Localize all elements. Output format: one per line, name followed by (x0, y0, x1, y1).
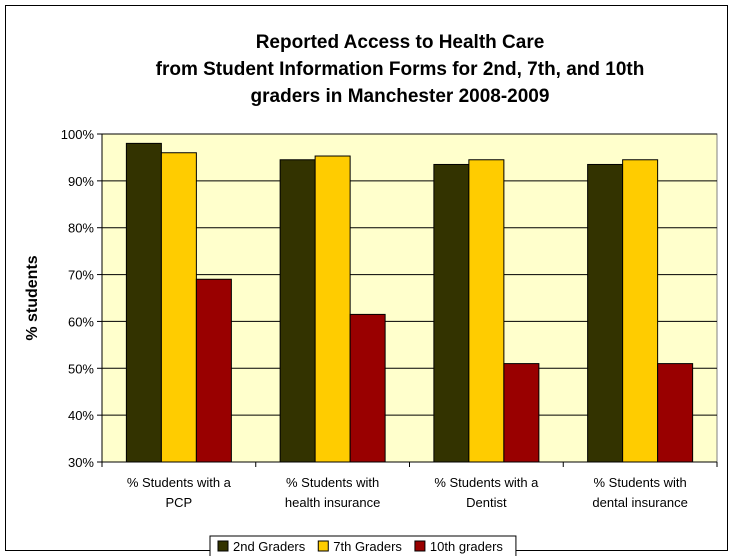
x-category-label: % Students with (594, 475, 687, 490)
legend-entry: 2nd Graders (233, 539, 306, 554)
bar (125, 142, 162, 463)
x-category-label: dental insurance (592, 495, 687, 510)
x-category-label: % Students with a (127, 475, 232, 490)
bar (314, 155, 351, 463)
y-tick-label: 40% (68, 408, 94, 423)
y-tick-label: 30% (68, 455, 94, 470)
y-tick-label: 100% (61, 127, 95, 142)
x-category-label: PCP (166, 495, 193, 510)
x-category-label: % Students with (286, 475, 379, 490)
legend-swatch (317, 540, 329, 552)
y-axis-ticks: 30% 40% 50% 60% 70% 80% 90% 100% (61, 127, 102, 470)
x-category-label: health insurance (285, 495, 380, 510)
y-tick-label: 70% (68, 268, 94, 283)
bar (622, 159, 659, 463)
y-tick-label: 90% (68, 174, 94, 189)
chart-title-line-2: from Student Information Forms for 2nd, … (156, 59, 645, 80)
x-category-label: Dentist (466, 495, 507, 510)
bar (160, 152, 197, 463)
y-tick-label: 80% (68, 221, 94, 236)
y-tick-label: 60% (68, 314, 94, 329)
chart-title-line-1: Reported Access to Health Care (256, 32, 545, 53)
legend-box (209, 535, 517, 556)
legend: 2nd Graders 7th Graders 10th graders (209, 535, 517, 556)
x-axis-categories: % Students with a PCP % Students with healt… (127, 475, 688, 510)
axes (101, 134, 718, 467)
y-axis-label: % students (24, 255, 41, 340)
bar (503, 363, 540, 463)
legend-swatch (414, 540, 426, 552)
x-category-label: % Students with a (434, 475, 539, 490)
bar (468, 159, 505, 463)
bar (349, 313, 386, 463)
chart-title: Reported Access to Health Care from Stud… (156, 32, 645, 107)
legend-swatch (217, 540, 229, 552)
bar (587, 163, 624, 463)
bar (657, 363, 694, 463)
legend-entry: 7th Graders (333, 539, 402, 554)
legend-entry: 10th graders (430, 539, 503, 554)
bar (433, 163, 470, 463)
bar (195, 278, 232, 463)
bars (125, 142, 694, 463)
bar (279, 159, 316, 463)
y-tick-label: 50% (68, 361, 94, 376)
chart-title-line-3: graders in Manchester 2008-2009 (251, 86, 550, 107)
